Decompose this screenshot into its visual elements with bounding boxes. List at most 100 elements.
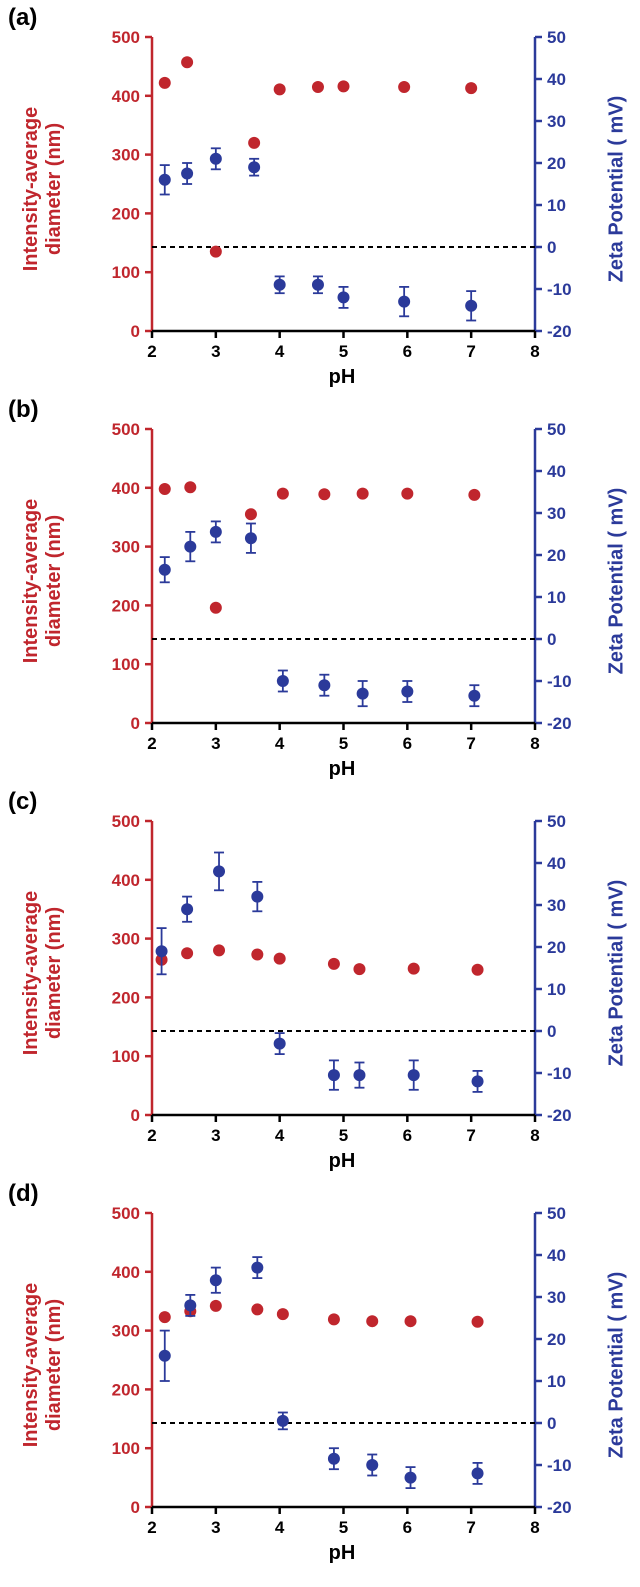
diameter-point: [248, 136, 261, 149]
zeta-point: [353, 1069, 366, 1082]
zeta-point: [184, 540, 197, 553]
right-y-tick-label: 10: [547, 196, 566, 215]
chart-panel: (c) 0 100 200 300 400 500 -20 -10 0 10 20 30 40 50 2 3 4 5…: [0, 784, 640, 1176]
right-y-tick-label: 10: [547, 980, 566, 999]
left-y-axis-title: Intensity-average diameter (nm): [20, 1282, 65, 1448]
diameter-point: [276, 487, 289, 500]
left-y-tick-label: 100: [112, 655, 140, 674]
left-y-axis-title: Intensity-average diameter (nm): [20, 106, 65, 272]
zeta-point: [327, 1069, 340, 1082]
zeta-point: [158, 173, 171, 186]
chart-svg: 0 100 200 300 400 500 -20 -10 0 10 20 30 40 50 2 3 4 5 6 7 8: [112, 812, 572, 1145]
left-y-tick-label: 400: [112, 479, 140, 498]
diameter-point: [471, 963, 484, 976]
diameter-point: [356, 487, 369, 500]
diameter-point: [244, 508, 257, 521]
zeta-point: [209, 525, 222, 538]
diameter-point: [273, 952, 286, 965]
x-tick-label: 3: [211, 1518, 220, 1537]
x-axis-title: pH: [328, 366, 356, 388]
x-tick-label: 6: [403, 1126, 412, 1145]
x-tick-label: 5: [339, 734, 348, 753]
zeta-point: [401, 685, 414, 698]
right-y-tick-label: -10: [547, 1064, 572, 1083]
left-y-tick-label: 200: [112, 1380, 140, 1399]
right-y-tick-label: 10: [547, 1372, 566, 1391]
diameter-point: [158, 1311, 171, 1324]
zeta-point: [273, 1037, 286, 1050]
panel-label: (d): [8, 1180, 39, 1207]
right-y-tick-label: 0: [547, 1414, 556, 1433]
x-axis-title: pH: [328, 1150, 356, 1172]
right-y-tick-label: -20: [547, 1498, 572, 1517]
zeta-point: [356, 687, 369, 700]
x-tick-label: 7: [466, 734, 475, 753]
diameter-point: [318, 488, 331, 501]
zeta-point: [158, 1349, 171, 1362]
x-tick-label: 2: [147, 342, 156, 361]
right-y-axis-title: Zeta Potential ( mV): [605, 487, 628, 675]
x-tick-label: 2: [147, 734, 156, 753]
zeta-point: [251, 890, 264, 903]
right-y-tick-label: 0: [547, 630, 556, 649]
zeta-point: [327, 1452, 340, 1465]
right-y-tick-label: 0: [547, 238, 556, 257]
diameter-point: [209, 245, 222, 258]
x-tick-label: 5: [339, 1518, 348, 1537]
x-tick-label: 4: [275, 342, 285, 361]
chart-panel: (b) 0 100 200 300 400 500 -20 -10 0 10 20 30 40 50 2 3 4 5…: [0, 392, 640, 784]
diameter-point: [465, 82, 478, 95]
zeta-point: [276, 1414, 289, 1427]
zeta-point: [471, 1467, 484, 1480]
right-y-tick-label: -10: [547, 280, 572, 299]
diameter-point: [404, 1315, 417, 1328]
diameter-point: [184, 481, 197, 494]
diameter-point: [327, 1313, 340, 1326]
x-tick-label: 3: [211, 342, 220, 361]
right-y-tick-label: 20: [547, 938, 566, 957]
x-tick-label: 8: [530, 734, 539, 753]
zeta-point: [404, 1471, 417, 1484]
zeta-point: [209, 1274, 222, 1287]
zeta-point: [276, 675, 289, 687]
diameter-point: [407, 962, 420, 975]
zeta-point: [248, 161, 261, 174]
diameter-point: [209, 601, 222, 614]
diameter-point: [181, 56, 194, 69]
diameter-point: [327, 957, 340, 970]
panel-label: (b): [8, 396, 39, 423]
zeta-point: [311, 278, 324, 291]
diameter-point: [209, 1299, 222, 1312]
x-tick-label: 7: [466, 1518, 475, 1537]
right-y-tick-label: 40: [547, 70, 566, 89]
right-y-tick-label: 40: [547, 462, 566, 481]
zeta-point: [209, 152, 222, 165]
left-y-tick-label: 0: [131, 1498, 140, 1517]
x-tick-label: 8: [530, 1518, 539, 1537]
right-y-tick-label: 20: [547, 1330, 566, 1349]
zeta-point: [337, 291, 350, 304]
x-tick-label: 6: [403, 342, 412, 361]
x-tick-label: 3: [211, 734, 220, 753]
right-y-tick-label: 20: [547, 546, 566, 565]
left-y-tick-label: 0: [131, 714, 140, 733]
right-y-tick-label: 10: [547, 588, 566, 607]
zeta-point: [213, 865, 226, 878]
left-y-tick-label: 400: [112, 87, 140, 106]
diameter-point: [353, 963, 366, 976]
right-y-tick-label: 50: [547, 1204, 566, 1223]
diameter-point: [471, 1315, 484, 1328]
diameter-point: [398, 80, 411, 93]
left-y-tick-label: 500: [112, 1204, 140, 1223]
diameter-point: [251, 948, 264, 961]
right-y-tick-label: 30: [547, 1288, 566, 1307]
x-tick-label: 5: [339, 342, 348, 361]
right-y-tick-label: 30: [547, 504, 566, 523]
diameter-point: [366, 1315, 379, 1328]
zeta-point: [465, 299, 478, 312]
x-tick-label: 4: [275, 734, 285, 753]
right-y-tick-label: 20: [547, 154, 566, 173]
diameter-point: [401, 487, 414, 500]
diameter-point: [273, 83, 286, 96]
x-tick-label: 4: [275, 1518, 285, 1537]
